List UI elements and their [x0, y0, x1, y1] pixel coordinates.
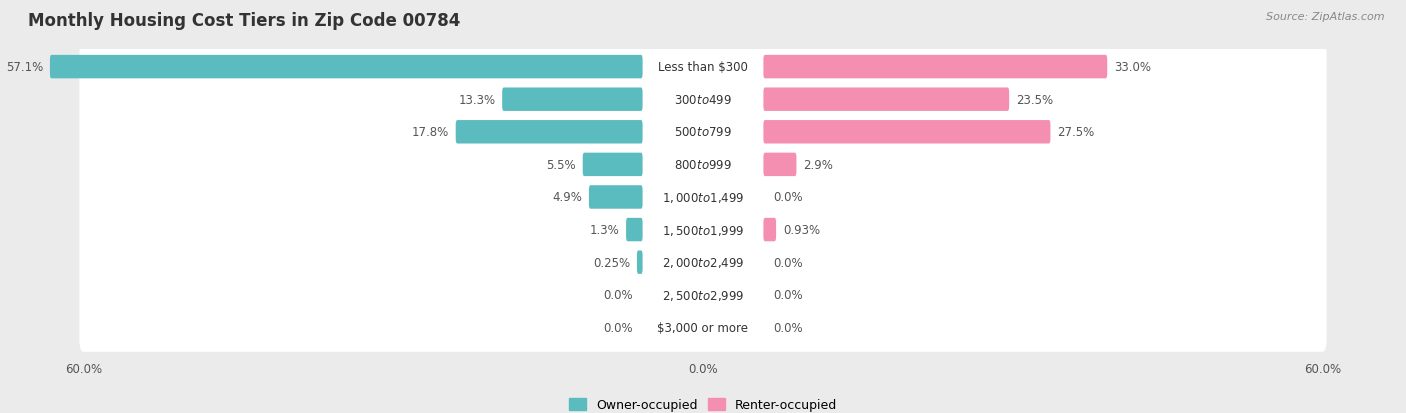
Text: 0.0%: 0.0%	[773, 321, 803, 334]
Text: 57.1%: 57.1%	[6, 61, 44, 74]
Text: 0.93%: 0.93%	[783, 223, 820, 237]
Text: 2.9%: 2.9%	[803, 159, 832, 171]
FancyBboxPatch shape	[456, 121, 643, 144]
FancyBboxPatch shape	[79, 173, 1327, 222]
FancyBboxPatch shape	[79, 206, 1327, 254]
FancyBboxPatch shape	[79, 108, 1327, 157]
FancyBboxPatch shape	[582, 153, 643, 177]
Text: 33.0%: 33.0%	[1114, 61, 1152, 74]
FancyBboxPatch shape	[79, 76, 1327, 124]
FancyBboxPatch shape	[51, 56, 643, 79]
Text: 0.0%: 0.0%	[773, 191, 803, 204]
FancyBboxPatch shape	[626, 218, 643, 242]
Text: 0.25%: 0.25%	[593, 256, 630, 269]
Text: Source: ZipAtlas.com: Source: ZipAtlas.com	[1267, 12, 1385, 22]
Text: 0.0%: 0.0%	[603, 321, 633, 334]
Text: 17.8%: 17.8%	[412, 126, 449, 139]
Text: $1,000 to $1,499: $1,000 to $1,499	[662, 190, 744, 204]
Text: $2,000 to $2,499: $2,000 to $2,499	[662, 256, 744, 270]
Text: 1.3%: 1.3%	[589, 223, 620, 237]
FancyBboxPatch shape	[637, 251, 643, 274]
FancyBboxPatch shape	[79, 303, 1327, 352]
Text: 0.0%: 0.0%	[603, 289, 633, 301]
Text: 13.3%: 13.3%	[458, 93, 495, 107]
FancyBboxPatch shape	[589, 186, 643, 209]
FancyBboxPatch shape	[763, 88, 1010, 112]
FancyBboxPatch shape	[763, 153, 796, 177]
Text: $800 to $999: $800 to $999	[673, 159, 733, 171]
Text: 27.5%: 27.5%	[1057, 126, 1094, 139]
Text: Less than $300: Less than $300	[658, 61, 748, 74]
Text: 5.5%: 5.5%	[547, 159, 576, 171]
Legend: Owner-occupied, Renter-occupied: Owner-occupied, Renter-occupied	[564, 393, 842, 413]
FancyBboxPatch shape	[763, 56, 1108, 79]
Text: $500 to $799: $500 to $799	[673, 126, 733, 139]
Text: 4.9%: 4.9%	[553, 191, 582, 204]
Text: 23.5%: 23.5%	[1017, 93, 1053, 107]
Text: $3,000 or more: $3,000 or more	[658, 321, 748, 334]
Text: 0.0%: 0.0%	[773, 256, 803, 269]
FancyBboxPatch shape	[502, 88, 643, 112]
Text: 0.0%: 0.0%	[773, 289, 803, 301]
FancyBboxPatch shape	[79, 271, 1327, 319]
Text: $2,500 to $2,999: $2,500 to $2,999	[662, 288, 744, 302]
FancyBboxPatch shape	[763, 121, 1050, 144]
FancyBboxPatch shape	[79, 43, 1327, 92]
FancyBboxPatch shape	[79, 140, 1327, 190]
Text: $1,500 to $1,999: $1,500 to $1,999	[662, 223, 744, 237]
FancyBboxPatch shape	[763, 218, 776, 242]
Text: $300 to $499: $300 to $499	[673, 93, 733, 107]
FancyBboxPatch shape	[79, 238, 1327, 287]
Text: Monthly Housing Cost Tiers in Zip Code 00784: Monthly Housing Cost Tiers in Zip Code 0…	[28, 12, 461, 30]
